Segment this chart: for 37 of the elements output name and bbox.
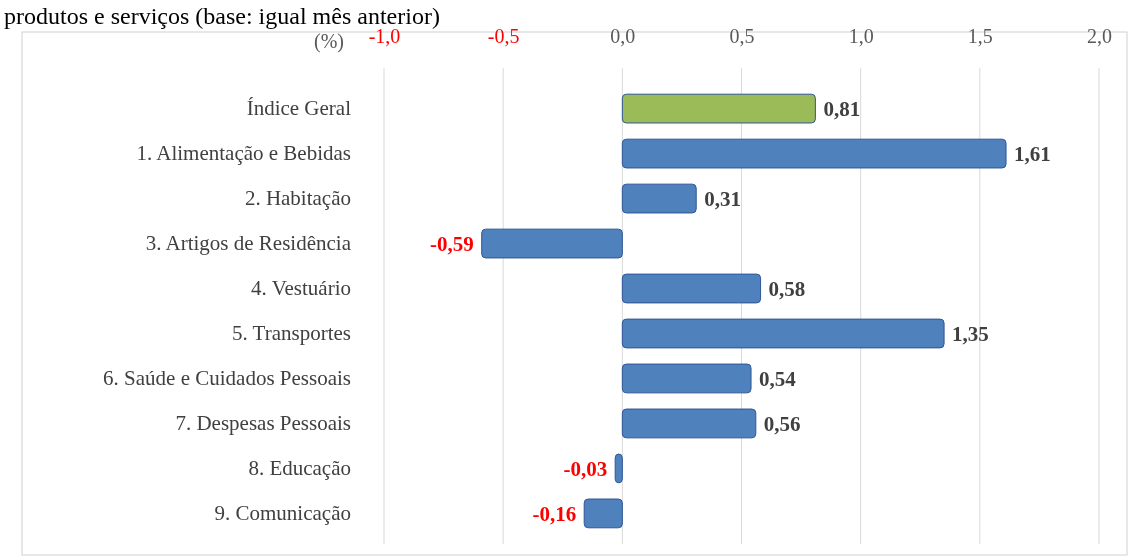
bar <box>614 453 623 484</box>
bar <box>621 363 752 394</box>
data-label: -0,59 <box>429 231 474 256</box>
bar <box>481 228 623 259</box>
y-tick-label: 4. Vestuário <box>251 276 351 301</box>
data-label: -0,03 <box>563 456 608 481</box>
y-tick-label: 8. Educação <box>248 456 351 481</box>
x-tick-label: 0,0 <box>610 25 636 47</box>
x-tick-label: 1,5 <box>967 25 993 47</box>
bar <box>583 498 623 529</box>
x-axis-title: (%) <box>314 30 344 53</box>
data-label: 0,58 <box>768 276 806 301</box>
bar <box>621 318 945 349</box>
data-label: 0,31 <box>704 186 741 211</box>
y-tick-label: 5. Transportes <box>231 321 351 346</box>
y-tick-label: Índice Geral <box>246 96 352 121</box>
y-tick-label: 6. Saúde e Cuidados Pessoais <box>103 366 351 391</box>
data-label: 1,61 <box>1014 141 1051 166</box>
bar <box>621 93 816 124</box>
y-tick-label: 2. Habitação <box>244 186 351 211</box>
bar <box>621 273 762 304</box>
data-label: -0,16 <box>532 501 577 526</box>
x-tick-label: -0,5 <box>487 25 520 47</box>
data-label: 0,54 <box>759 366 797 391</box>
data-label: 0,56 <box>763 411 801 436</box>
y-tick-label: 9. Comunicação <box>214 501 351 526</box>
x-tick-label: 0,5 <box>729 25 755 47</box>
y-tick-label: 1. Alimentação e Bebidas <box>136 141 351 166</box>
bar <box>621 138 1007 169</box>
bar <box>621 183 697 214</box>
y-tick-label: 7. Despesas Pessoais <box>175 411 351 436</box>
y-tick-label: 3. Artigos de Residência <box>145 231 352 256</box>
data-label: 0,81 <box>823 96 861 121</box>
x-tick-label: 1,0 <box>848 25 874 47</box>
data-label: 1,35 <box>952 321 989 346</box>
bar <box>621 408 757 439</box>
x-tick-label: 2,0 <box>1087 25 1112 47</box>
